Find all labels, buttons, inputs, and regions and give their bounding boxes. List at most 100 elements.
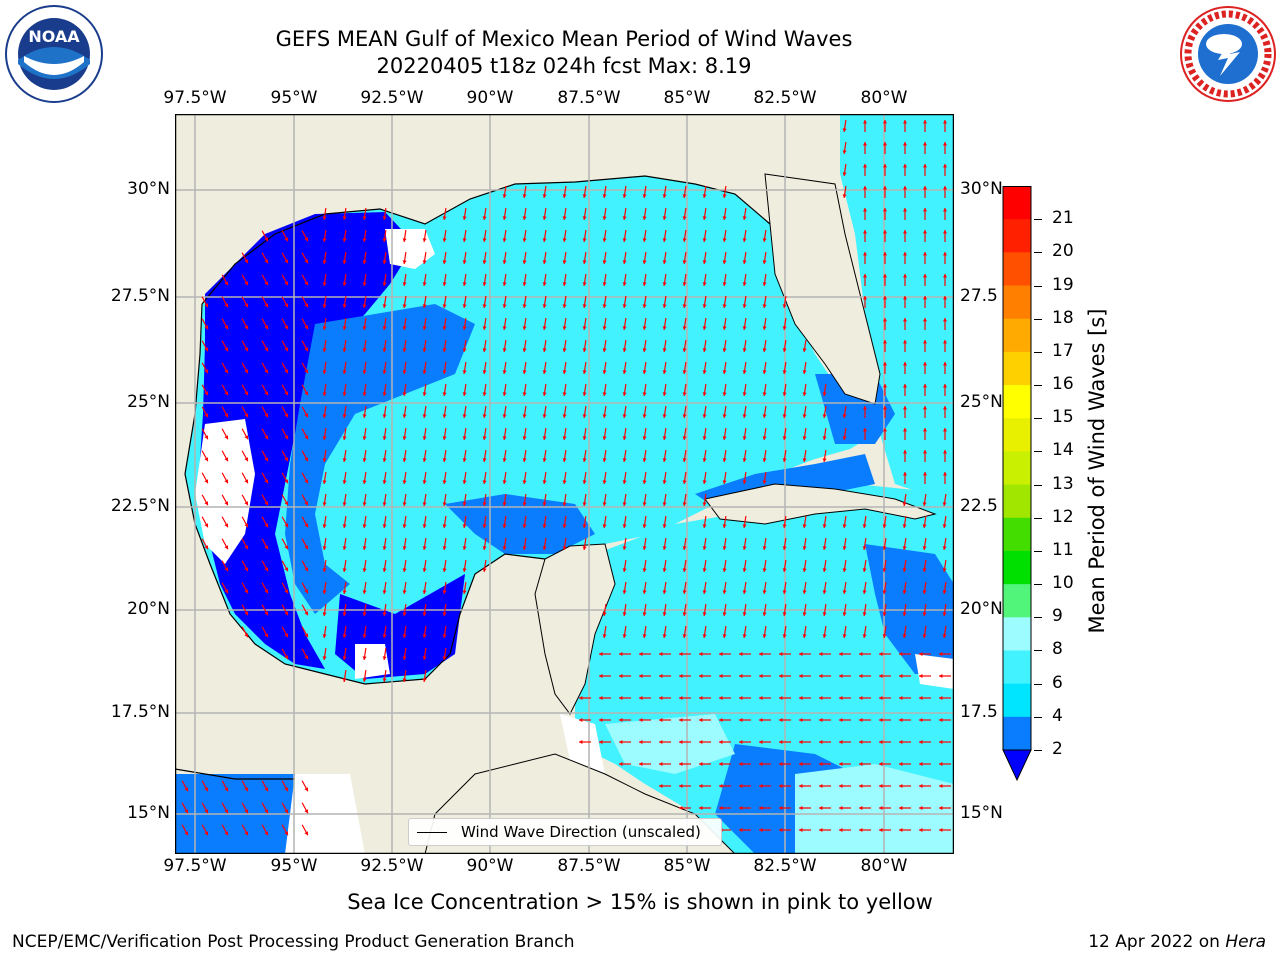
direction-arrowhead [622, 282, 627, 286]
direction-arrowhead [802, 612, 807, 616]
direction-arrowhead [922, 164, 928, 168]
direction-arrowhead [699, 739, 703, 745]
direction-arrowhead [799, 783, 803, 789]
direction-arrowhead [739, 695, 743, 701]
colorbar-segment [1003, 650, 1031, 685]
direction-arrowhead [422, 392, 427, 396]
direction-arrowhead [244, 567, 249, 572]
direction-arrowhead [362, 370, 367, 374]
direction-arrowhead [922, 384, 928, 388]
direction-arrowhead [342, 326, 347, 330]
direction-arrowhead [679, 673, 683, 679]
direction-arrowhead [542, 326, 547, 330]
direction-arrowhead [882, 612, 887, 616]
direction-arrowhead [922, 428, 928, 432]
direction-arrowhead [902, 318, 908, 322]
direction-arrowhead [264, 611, 269, 616]
direction-arrowhead [582, 546, 587, 550]
direction-arrowhead [382, 392, 387, 396]
direction-arrowhead [264, 281, 269, 286]
direction-arrowhead [662, 634, 667, 638]
direction-arrowhead [802, 524, 807, 528]
direction-arrowhead [762, 282, 767, 286]
direction-arrowhead [702, 216, 707, 220]
direction-arrowhead [442, 524, 447, 528]
direction-arrowhead [602, 260, 607, 264]
direction-arrowhead [722, 436, 727, 440]
colorbar-segment [1003, 617, 1031, 651]
direction-arrowhead [642, 458, 647, 462]
direction-arrowhead [382, 282, 387, 286]
direction-arrowhead [264, 589, 269, 594]
direction-arrowhead [642, 392, 647, 396]
colorbar-tick-label: 16 [1052, 374, 1074, 395]
direction-arrowhead [244, 259, 249, 264]
direction-arrowhead [284, 391, 289, 396]
colorbar [1002, 186, 1032, 782]
colorbar-tick-mark [1034, 750, 1042, 751]
direction-arrowhead [922, 634, 927, 638]
direction-arrowhead [244, 391, 249, 396]
direction-arrowhead [659, 761, 663, 767]
direction-arrowhead [942, 502, 947, 506]
direction-arrowhead [599, 717, 603, 723]
svg-text:NOAA: NOAA [28, 27, 80, 46]
direction-arrowhead [642, 216, 647, 220]
direction-arrowhead [942, 406, 948, 410]
direction-arrowhead [759, 739, 763, 745]
direction-arrowhead [402, 414, 407, 418]
direction-arrowhead [304, 259, 309, 264]
direction-arrowhead [322, 568, 327, 572]
direction-arrowhead [342, 678, 347, 682]
direction-arrowhead [879, 673, 883, 679]
direction-arrowhead [462, 568, 467, 572]
direction-arrowhead [779, 673, 783, 679]
direction-arrowhead [922, 186, 928, 190]
direction-arrowhead [719, 761, 723, 767]
direction-arrowhead [622, 568, 627, 572]
direction-arrowhead [284, 523, 289, 528]
colorbar-tick-mark [1034, 683, 1042, 685]
direction-arrowhead [782, 524, 787, 528]
direction-arrowhead [682, 502, 687, 506]
direction-arrowhead [622, 524, 627, 528]
direction-arrowhead [742, 216, 747, 220]
direction-arrowhead [422, 414, 427, 418]
direction-arrowhead [244, 347, 249, 352]
direction-arrowhead [382, 480, 387, 484]
direction-arrowhead [582, 524, 587, 528]
direction-arrowhead [362, 304, 367, 308]
direction-arrowhead [402, 282, 407, 286]
direction-arrowhead [839, 827, 843, 833]
direction-arrowhead [362, 502, 367, 506]
direction-arrowhead [762, 590, 767, 594]
direction-arrowhead [802, 568, 807, 572]
direction-arrowhead [622, 546, 627, 550]
direction-arrowhead [599, 739, 603, 745]
direction-arrowhead [304, 369, 309, 374]
direction-arrowhead [659, 673, 663, 679]
direction-arrowhead [882, 524, 887, 528]
direction-arrowhead [304, 347, 309, 352]
direction-arrowhead [642, 326, 647, 330]
direction-arrowhead [482, 436, 487, 440]
direction-arrowhead [862, 296, 868, 300]
direction-arrowhead [422, 502, 427, 506]
direction-arrowhead [244, 479, 249, 484]
direction-arrowhead [582, 238, 587, 242]
direction-arrowhead [722, 414, 727, 418]
direction-arrowhead [542, 194, 547, 198]
colorbar-tick-label: 14 [1052, 440, 1074, 461]
longitude-label: 85°W [663, 88, 711, 108]
direction-arrowhead [939, 673, 943, 679]
direction-arrowhead [819, 827, 823, 833]
direction-arrowhead [922, 406, 928, 410]
direction-arrowhead [224, 391, 229, 396]
direction-arrowhead [342, 502, 347, 506]
direction-arrowhead [902, 164, 908, 168]
host-name: Hera [1225, 932, 1266, 952]
direction-arrowhead [642, 414, 647, 418]
direction-arrowhead [322, 590, 327, 594]
direction-arrowhead [802, 370, 807, 374]
direction-arrowhead [304, 787, 309, 792]
